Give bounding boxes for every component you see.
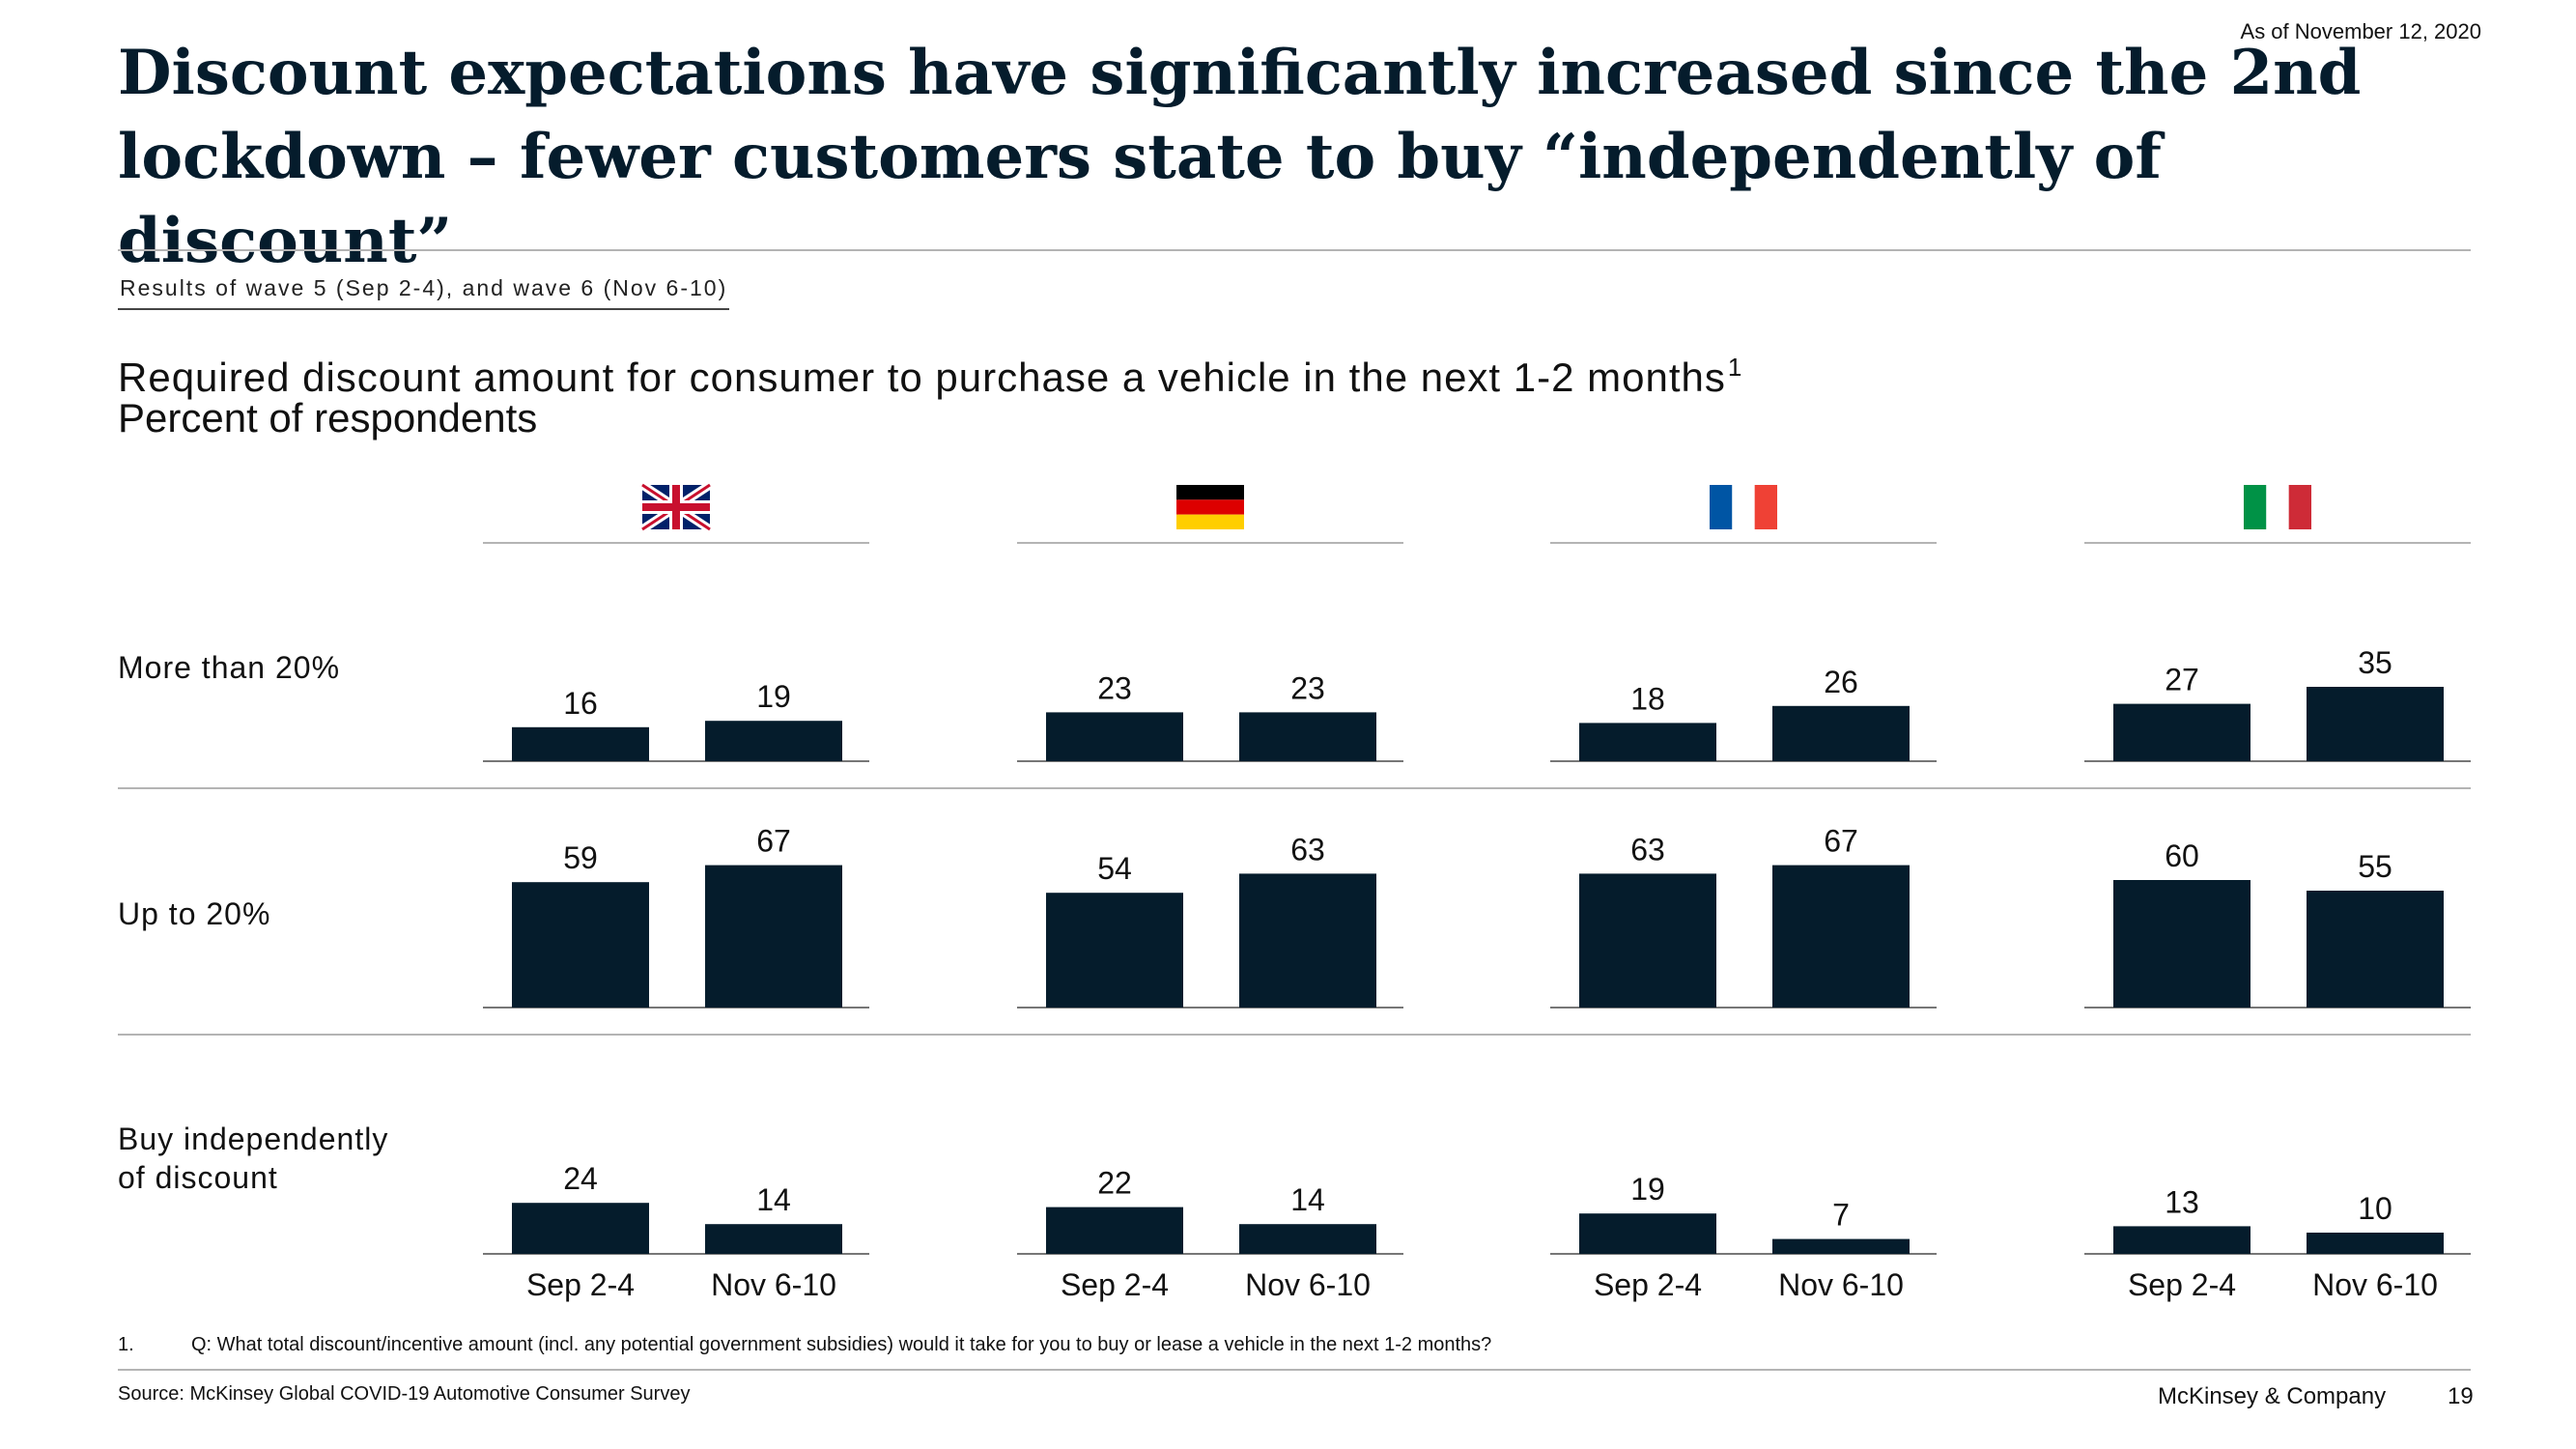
- bar: [1046, 893, 1183, 1008]
- bar: [1046, 1207, 1183, 1254]
- bar: [1579, 1213, 1716, 1254]
- footer-divider: [118, 1369, 2471, 1371]
- france-flag-stripe: [1754, 485, 1777, 529]
- data-label: 27: [2165, 663, 2199, 697]
- footnote-text: Q: What total discount/incentive amount …: [191, 1334, 1492, 1355]
- italy-flag-icon: [2244, 485, 2311, 529]
- category-label: Sep 2-4: [1061, 1267, 1169, 1302]
- data-label: 22: [1097, 1166, 1132, 1201]
- bar: [2307, 891, 2444, 1008]
- bar: [2113, 1226, 2250, 1254]
- category-label: Sep 2-4: [2128, 1267, 2236, 1302]
- data-label: 67: [756, 824, 791, 859]
- unit-label: Percent of respondents: [118, 395, 538, 440]
- category-label: Sep 2-4: [526, 1267, 635, 1302]
- bar: [1772, 865, 1910, 1008]
- italy-flag-stripe: [2266, 485, 2289, 529]
- category-label: Nov 6-10: [1778, 1267, 1904, 1302]
- bar: [1239, 1224, 1376, 1254]
- source-note: Source: McKinsey Global COVID-19 Automot…: [118, 1383, 691, 1405]
- france-flag-stripe: [1710, 485, 1733, 529]
- italy-flag-stripe: [2244, 485, 2267, 529]
- brand-name: McKinsey & Company: [2158, 1383, 2387, 1409]
- bar: [2113, 703, 2250, 761]
- row-label: More than 20%: [118, 650, 340, 685]
- data-label: 54: [1097, 851, 1132, 886]
- bar: [705, 721, 842, 761]
- data-label: 14: [756, 1182, 791, 1217]
- bar: [2307, 687, 2444, 761]
- bar: [512, 726, 649, 761]
- category-label: Nov 6-10: [711, 1267, 836, 1302]
- page-title: Discount expectations have significantly…: [118, 37, 2362, 277]
- bar: [1239, 712, 1376, 761]
- bar-chart: More than 20% Up to 20% Buy independently o…: [118, 481, 2471, 1302]
- title-divider: [118, 249, 2471, 251]
- footnote-number: 1.: [118, 1334, 134, 1355]
- data-label: 26: [1824, 665, 1858, 699]
- category-label: Sep 2-4: [1594, 1267, 1702, 1302]
- bar: [1579, 873, 1716, 1008]
- data-label: 10: [2358, 1191, 2392, 1226]
- germany-flag-icon: [1176, 485, 1244, 529]
- chart-title-footnote-ref: 1: [1727, 353, 1743, 382]
- data-label: 60: [2165, 838, 2199, 873]
- data-label: 18: [1630, 681, 1665, 716]
- data-label: 24: [563, 1161, 598, 1196]
- data-label: 19: [1630, 1172, 1665, 1207]
- footnote: 1. Q: What total discount/incentive amoun…: [118, 1334, 1491, 1356]
- data-label: 55: [2358, 849, 2392, 884]
- chart-title: Required discount amount for consumer to…: [118, 340, 1742, 405]
- bar: [512, 1203, 649, 1254]
- bar: [1772, 1238, 1910, 1254]
- data-label: 16: [563, 686, 598, 721]
- bar: [1772, 705, 1910, 761]
- france-flag-icon: [1710, 485, 1777, 529]
- data-label: 23: [1097, 670, 1132, 705]
- row-label: Buy independently of discount: [118, 1122, 388, 1195]
- data-label: 67: [1824, 824, 1858, 859]
- uk-flag-icon: [639, 481, 713, 533]
- data-label: 14: [1290, 1182, 1325, 1217]
- bar: [1239, 873, 1376, 1008]
- category-label: Nov 6-10: [2312, 1267, 2438, 1302]
- bar: [705, 865, 842, 1008]
- italy-flag-stripe: [2288, 485, 2311, 529]
- germany-flag-stripe: [1176, 514, 1244, 529]
- page-number: 19: [2448, 1383, 2474, 1409]
- data-label: 7: [1832, 1198, 1850, 1233]
- data-label: 23: [1290, 670, 1325, 705]
- data-label: 59: [563, 840, 598, 875]
- germany-flag-stripe: [1176, 499, 1244, 515]
- as-of-date: As of November 12, 2020: [2240, 19, 2481, 43]
- data-label: 13: [2165, 1184, 2199, 1219]
- category-label: Nov 6-10: [1245, 1267, 1371, 1302]
- data-label: 35: [2358, 645, 2392, 680]
- germany-flag-stripe: [1176, 485, 1244, 500]
- row-label-line: Buy independently: [118, 1122, 388, 1156]
- data-label: 19: [756, 679, 791, 714]
- data-label: 63: [1630, 832, 1665, 867]
- wave-note: Results of wave 5 (Sep 2-4), and wave 6 …: [118, 275, 730, 310]
- bar: [705, 1224, 842, 1254]
- bar: [1046, 712, 1183, 761]
- row-label-line: of discount: [118, 1160, 278, 1195]
- bar: [2307, 1233, 2444, 1254]
- bar: [1579, 723, 1716, 761]
- data-label: 63: [1290, 832, 1325, 867]
- row-label: Up to 20%: [118, 896, 270, 931]
- uk-flag-cross-red: [642, 503, 710, 511]
- france-flag-stripe: [1732, 485, 1755, 529]
- chart-title-text: Required discount amount for consumer to…: [118, 355, 1726, 400]
- bar: [2113, 880, 2250, 1008]
- bar: [512, 882, 649, 1008]
